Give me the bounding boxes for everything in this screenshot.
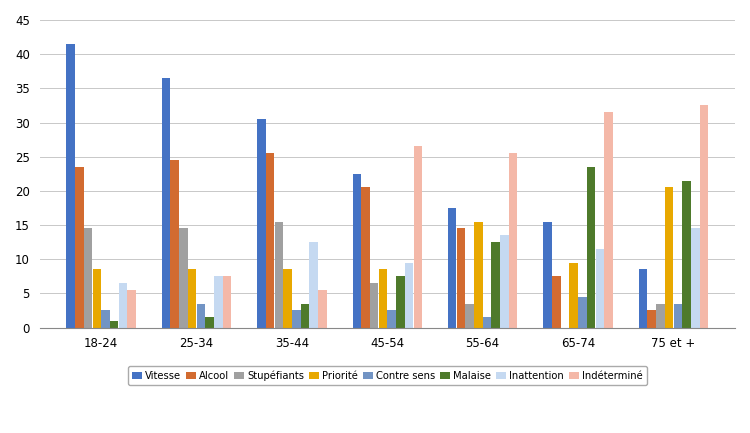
Bar — [656, 304, 664, 327]
Bar — [509, 153, 518, 327]
Bar — [274, 222, 283, 327]
Bar — [128, 290, 136, 327]
Bar — [214, 276, 223, 327]
Bar — [552, 276, 560, 327]
Bar — [379, 269, 387, 327]
Bar — [310, 242, 318, 327]
Bar — [188, 269, 196, 327]
Bar — [118, 283, 128, 327]
Bar — [318, 290, 327, 327]
Bar — [664, 187, 674, 327]
Bar — [301, 304, 309, 327]
Bar — [474, 222, 482, 327]
Legend: Vitesse, Alcool, Stupéfiants, Priorité, Contre sens, Malaise, Inattention, Indét: Vitesse, Alcool, Stupéfiants, Priorité, … — [128, 366, 646, 385]
Bar — [66, 44, 75, 327]
Bar — [352, 174, 361, 327]
Bar — [569, 262, 578, 327]
Bar — [75, 167, 83, 327]
Bar — [457, 229, 465, 327]
Bar — [413, 146, 422, 327]
Bar — [483, 317, 491, 327]
Bar — [691, 229, 700, 327]
Bar — [639, 269, 647, 327]
Bar — [448, 208, 457, 327]
Bar — [292, 310, 301, 327]
Bar — [223, 276, 231, 327]
Bar — [266, 153, 274, 327]
Bar — [170, 160, 179, 327]
Bar — [84, 229, 92, 327]
Bar — [388, 310, 396, 327]
Bar — [465, 304, 474, 327]
Bar — [647, 310, 656, 327]
Bar — [587, 167, 596, 327]
Bar — [578, 297, 586, 327]
Bar — [101, 310, 109, 327]
Bar — [362, 187, 370, 327]
Bar — [674, 304, 682, 327]
Bar — [396, 276, 405, 327]
Bar — [604, 112, 613, 327]
Bar — [206, 317, 214, 327]
Bar — [179, 229, 188, 327]
Bar — [405, 262, 413, 327]
Bar — [543, 222, 552, 327]
Bar — [700, 105, 708, 327]
Bar — [162, 78, 170, 327]
Bar — [284, 269, 292, 327]
Bar — [92, 269, 101, 327]
Bar — [491, 242, 500, 327]
Bar — [196, 304, 206, 327]
Bar — [500, 235, 508, 327]
Bar — [596, 249, 604, 327]
Bar — [682, 181, 691, 327]
Bar — [370, 283, 379, 327]
Bar — [257, 119, 265, 327]
Bar — [110, 321, 118, 327]
